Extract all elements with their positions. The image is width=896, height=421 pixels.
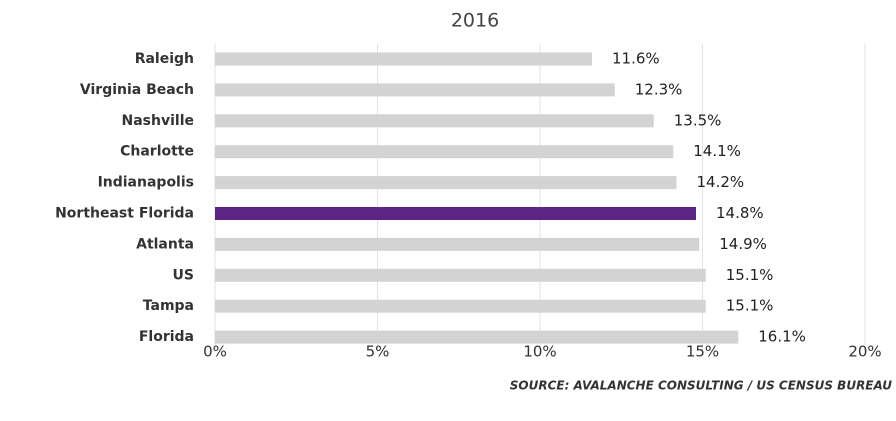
bar — [215, 176, 677, 190]
y-tick-label: Charlotte — [120, 144, 194, 160]
y-tick-label: Northeast Florida — [55, 206, 194, 222]
bar — [215, 330, 739, 344]
data-label: 15.1% — [726, 266, 774, 284]
y-tick-label: Atlanta — [136, 236, 194, 252]
bar — [215, 299, 706, 313]
data-label: 14.2% — [697, 173, 745, 191]
y-tick-label: Virginia Beach — [80, 82, 194, 98]
bar — [215, 145, 674, 159]
data-label: 12.3% — [635, 80, 683, 98]
bar — [215, 207, 696, 220]
data-label: 14.9% — [719, 235, 767, 253]
source-note: SOURCE: AVALANCHE CONSULTING / US CENSUS… — [510, 379, 893, 393]
x-tick-label: 0% — [203, 343, 227, 361]
bar — [215, 114, 654, 128]
bar — [215, 52, 592, 66]
y-tick-label: Tampa — [143, 298, 194, 314]
data-label: 13.5% — [674, 111, 722, 129]
data-label: 11.6% — [612, 50, 660, 68]
x-tick-label: 10% — [523, 343, 556, 361]
x-tick-label: 20% — [848, 343, 881, 361]
y-tick-label: Raleigh — [135, 51, 194, 67]
data-label: 14.1% — [693, 142, 741, 160]
bar — [215, 237, 700, 251]
y-tick-label: Nashville — [122, 113, 194, 129]
y-tick-label: Florida — [139, 329, 194, 345]
y-tick-label: Indianapolis — [98, 175, 194, 191]
x-tick-label: 5% — [366, 343, 390, 361]
bar — [215, 268, 706, 282]
data-label: 16.1% — [758, 328, 806, 346]
data-label: 14.8% — [716, 204, 764, 222]
data-label: 15.1% — [726, 297, 774, 315]
chart-title: 2016 — [451, 10, 499, 32]
y-tick-label: US — [173, 267, 194, 283]
x-tick-label: 15% — [686, 343, 719, 361]
bar — [215, 83, 615, 97]
